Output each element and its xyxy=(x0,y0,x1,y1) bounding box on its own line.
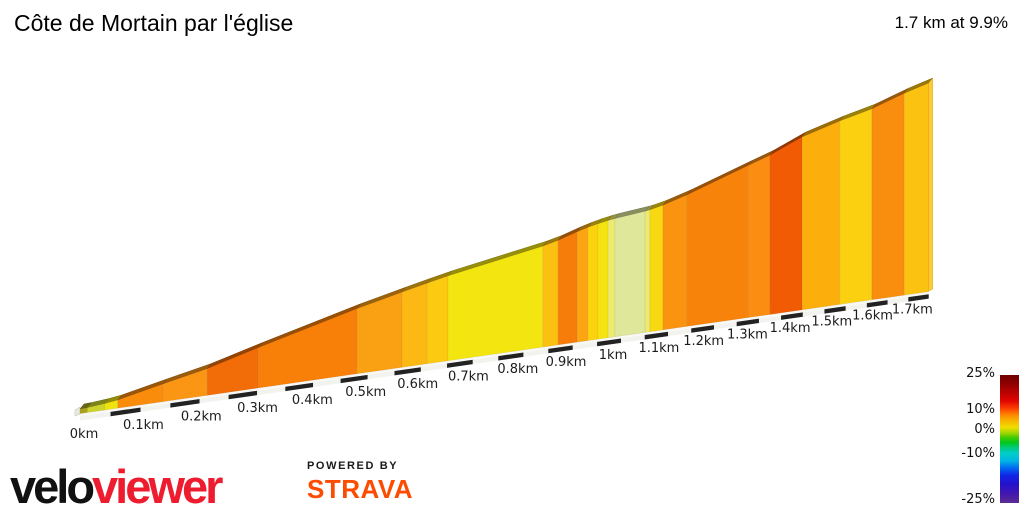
road-marker xyxy=(367,371,395,380)
legend-gradient-bar xyxy=(1000,375,1019,503)
profile-segment-face xyxy=(79,407,88,415)
road-marker xyxy=(714,321,737,330)
distance-tick-label: 1.2km xyxy=(683,334,724,349)
distance-tick-label: 0.4km xyxy=(292,393,333,408)
profile-segment-face xyxy=(801,120,841,311)
road-marker xyxy=(228,390,258,400)
distance-tick-label: 0.1km xyxy=(123,418,164,433)
road-marker xyxy=(758,315,782,324)
profile-segment-face xyxy=(576,226,589,343)
chart-header: Côte de Mortain par l'église 1.7 km at 9… xyxy=(0,0,1024,37)
distance-tick-label: 0.6km xyxy=(397,377,438,392)
profile-segment-face xyxy=(257,308,358,389)
profile-segment-face xyxy=(871,92,905,301)
profile-segment-face xyxy=(401,282,428,368)
road-marker xyxy=(199,394,229,404)
chart-summary: 1.7 km at 9.9% xyxy=(894,13,1008,32)
road-marker xyxy=(691,325,715,333)
road-marker xyxy=(668,328,692,337)
distance-tick-label: 0.3km xyxy=(237,401,278,416)
road-marker xyxy=(420,363,448,372)
distance-tick-label: 1.4km xyxy=(770,321,811,336)
road-marker xyxy=(621,335,645,343)
road-marker xyxy=(781,312,803,320)
profile-end-cap xyxy=(928,77,933,292)
road-marker xyxy=(472,356,499,365)
road-marker xyxy=(394,367,421,376)
profile-tip-cap xyxy=(74,406,81,417)
profile-segment-face xyxy=(644,209,651,333)
road-marker xyxy=(572,341,598,350)
distance-tick-label: 1.3km xyxy=(727,327,768,342)
veloviewer-logo: veloviewer xyxy=(10,460,223,513)
profile-segment-face xyxy=(607,218,616,339)
distance-tick-label: 0.2km xyxy=(181,410,222,425)
gradient-legend: 25% 10% 0% -10% -25% xyxy=(961,366,1022,512)
road-marker xyxy=(908,294,929,302)
road-marker xyxy=(170,399,200,408)
road-marker xyxy=(802,309,825,317)
profile-segment-face xyxy=(903,82,930,296)
profile-segment-face xyxy=(542,239,559,348)
legend-tick-label: 25% xyxy=(966,366,995,381)
strava-logo: STRAVA xyxy=(307,474,414,504)
distance-tick-label: 1.6km xyxy=(852,309,893,324)
distance-tick-label: 1.7km xyxy=(892,302,933,317)
road-marker xyxy=(447,359,473,368)
road-marker xyxy=(313,378,341,388)
distance-tick-label: 0.9km xyxy=(546,355,587,370)
road-marker xyxy=(644,331,669,340)
powered-by-label: POWERED BY xyxy=(307,460,399,472)
profile-segment-face xyxy=(447,245,544,362)
road-marker xyxy=(80,291,929,417)
road-marker xyxy=(845,303,867,311)
profile-segment-face xyxy=(747,154,771,319)
road-marker xyxy=(257,386,286,396)
road-marker xyxy=(110,407,141,417)
distance-tick-label: 1.5km xyxy=(811,315,852,330)
road-marker xyxy=(80,411,111,421)
road-marker xyxy=(866,300,888,308)
profile-segment-face xyxy=(587,223,599,342)
distance-tick-label: 0.5km xyxy=(345,385,386,400)
road-marker xyxy=(523,348,549,357)
profile-segment-face xyxy=(426,275,449,365)
road-marker xyxy=(597,338,622,347)
distance-tick-label: 0km xyxy=(70,427,98,442)
road-marker xyxy=(824,306,846,314)
profile-segment-face xyxy=(662,194,688,331)
legend-tick-label: 0% xyxy=(974,422,995,438)
profile-segment-face xyxy=(597,219,609,340)
profile-segment-face xyxy=(557,231,578,346)
profile-segment-face xyxy=(769,136,803,315)
profile-segment-face xyxy=(614,210,646,338)
road-marker xyxy=(887,297,909,305)
profile-segment-face xyxy=(839,108,873,305)
strava-attribution: POWERED BY STRAVA xyxy=(307,460,414,504)
chart-title: Côte de Mortain par l'église xyxy=(14,10,294,36)
distance-tick-label: 0.8km xyxy=(497,362,538,377)
road-marker xyxy=(736,318,759,327)
road-marker xyxy=(340,374,368,384)
legend-tick-label: -10% xyxy=(961,446,995,461)
veloviewer-logo-velo: velo xyxy=(10,460,95,513)
profile-segment-face xyxy=(649,204,664,333)
distance-tick-label: 0.7km xyxy=(448,370,489,385)
road-marker xyxy=(548,345,573,354)
distance-tick-label: 1km xyxy=(599,348,627,363)
road-marker xyxy=(285,382,314,392)
legend-tick-label: 10% xyxy=(966,401,995,417)
veloviewer-logo-viewer: viewer xyxy=(92,460,223,513)
legend-tick-label: -25% xyxy=(961,492,995,508)
road-marker xyxy=(140,403,171,412)
road-marker xyxy=(498,352,524,361)
distance-tick-label: 1.1km xyxy=(638,341,679,356)
